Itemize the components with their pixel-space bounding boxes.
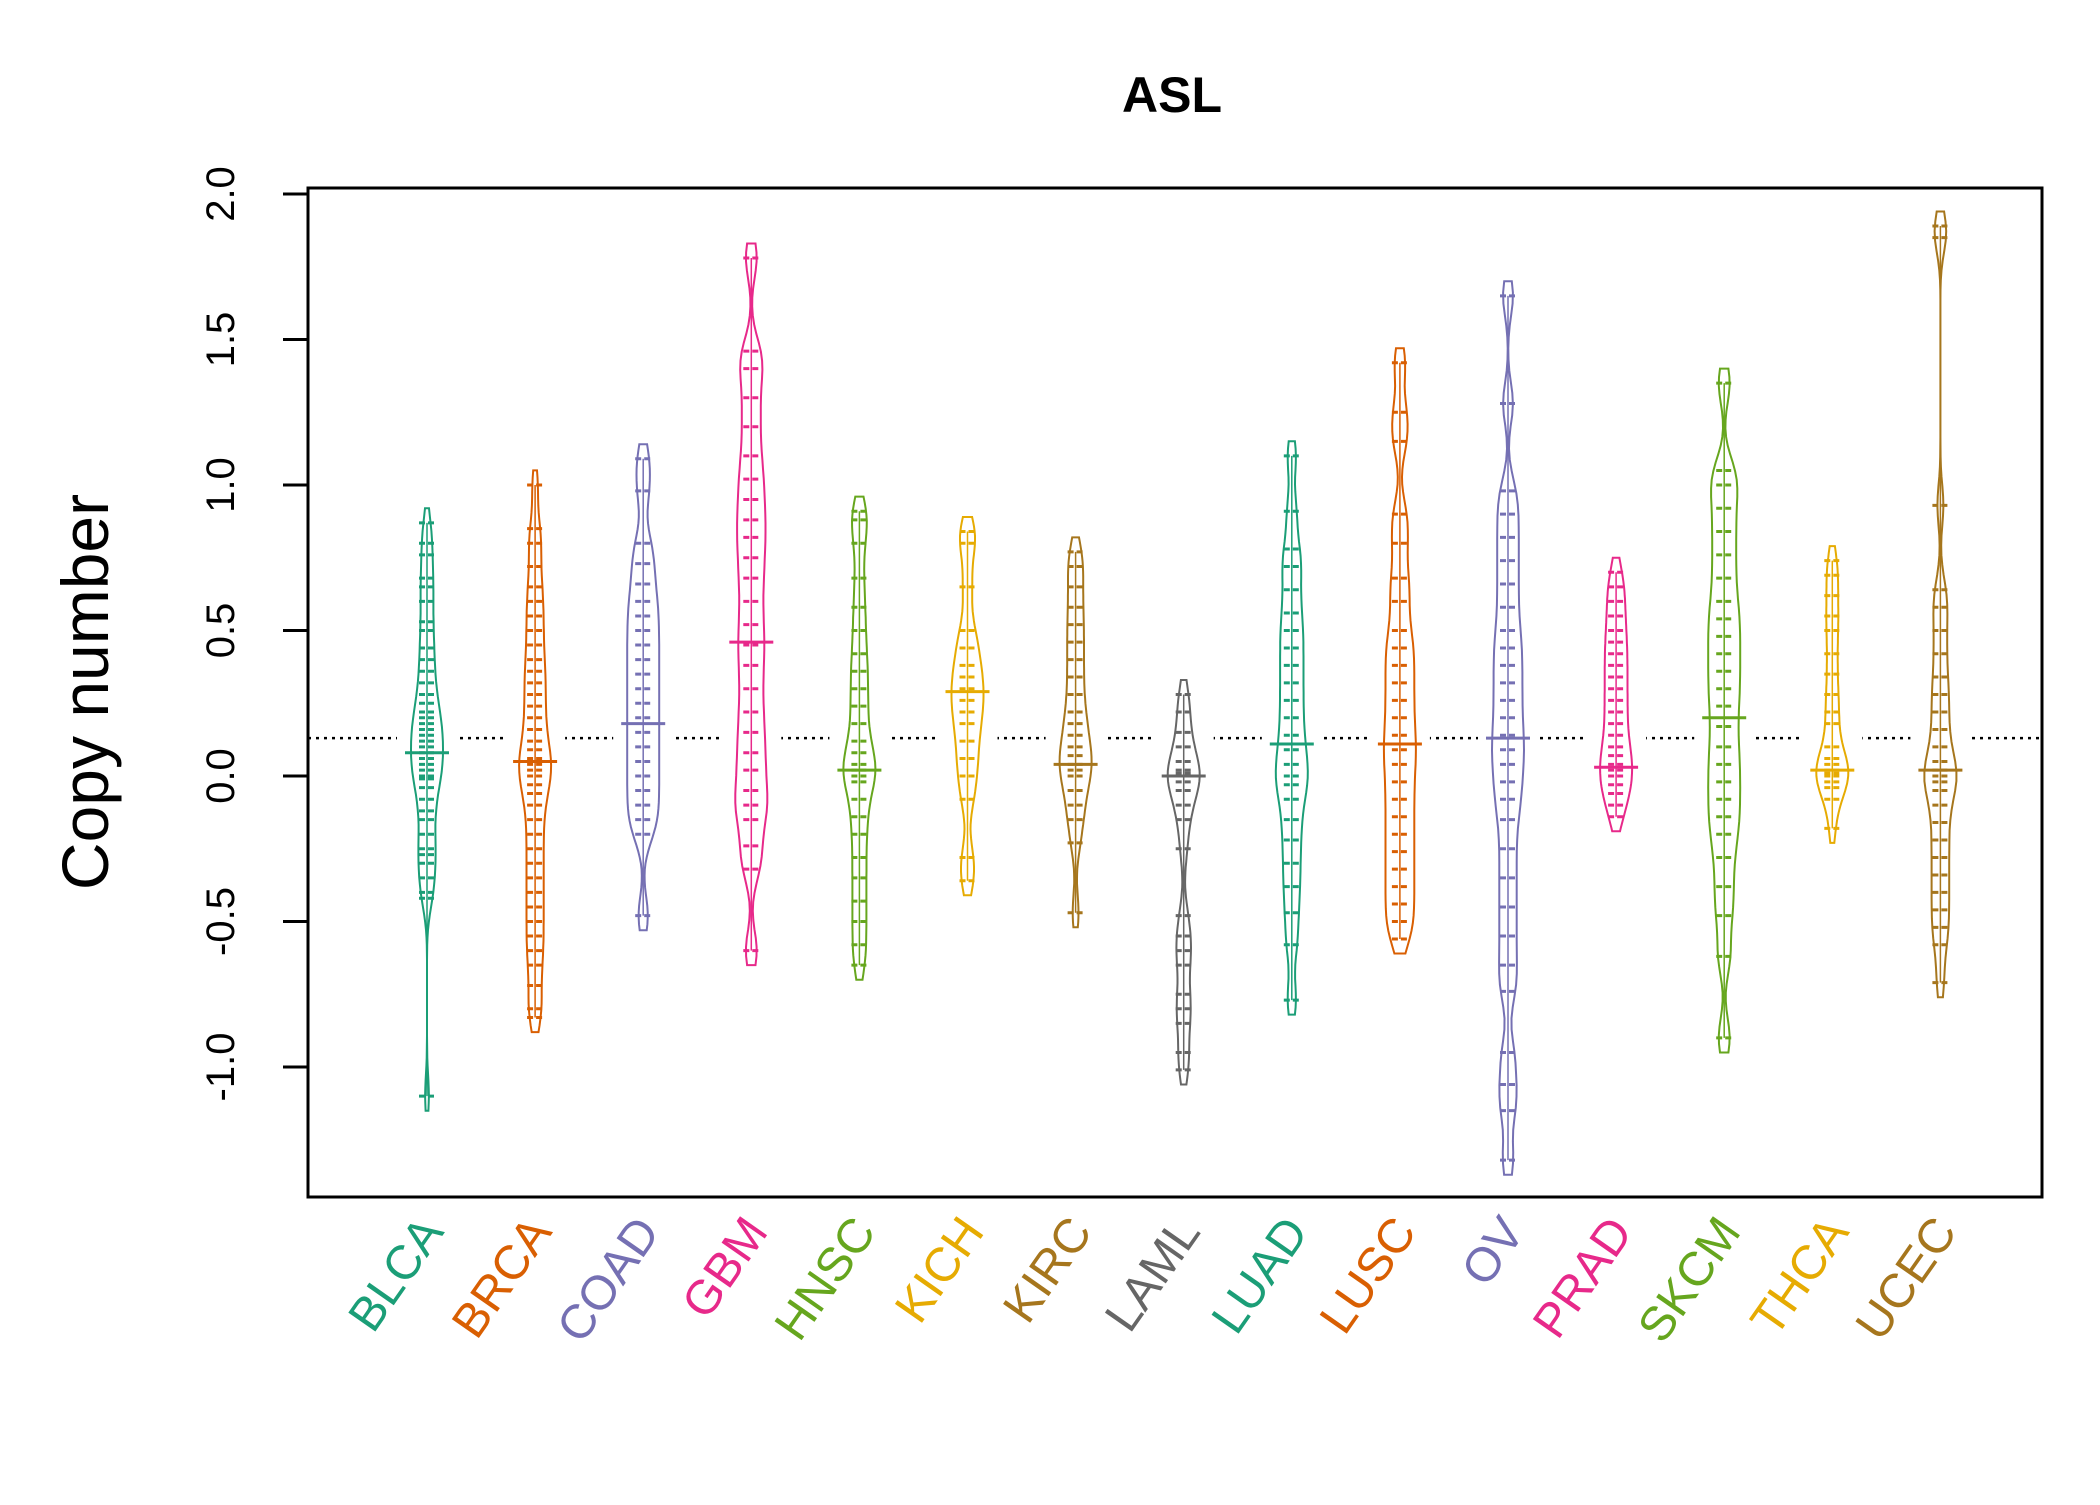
x-tick-label-kirc: KIRC xyxy=(993,1208,1102,1332)
x-tick-label-brca: BRCA xyxy=(442,1208,562,1348)
x-tick-label-skcm: SKCM xyxy=(1628,1208,1751,1352)
bean-prad xyxy=(1586,556,1647,833)
bean-ov xyxy=(1478,280,1538,1176)
y-tick-label: 1.5 xyxy=(199,312,243,368)
chart-title: ASL xyxy=(1122,67,1222,123)
y-tick-label: 0.0 xyxy=(199,748,243,804)
plot-frame xyxy=(306,186,2044,1199)
x-tick-label-prad: PRAD xyxy=(1523,1208,1643,1348)
x-tick-label-ucec: UCEC xyxy=(1846,1208,1967,1350)
x-tick-label-hnsc: HNSC xyxy=(765,1208,886,1350)
y-tick-label: 1.0 xyxy=(199,457,243,513)
bean-gbm xyxy=(721,242,782,967)
y-tick-label: 0.5 xyxy=(199,603,243,659)
bean-coad xyxy=(613,443,674,932)
bean-skcm xyxy=(1694,367,1755,1054)
x-tick-label-ov: OV xyxy=(1452,1208,1535,1295)
bean-hnsc xyxy=(829,495,890,981)
bean-thca xyxy=(1802,545,1863,844)
y-axis-label: Copy number xyxy=(48,494,122,890)
bean-blca xyxy=(397,507,457,1112)
y-tick-label: -1.0 xyxy=(199,1033,243,1102)
y-axis: -1.0 -0.5 0.0 0.5 1.0 1.5 2.0 xyxy=(199,166,310,1102)
x-tick-label-blca: BLCA xyxy=(339,1208,454,1341)
bean-brca xyxy=(505,469,566,1034)
bean-lusc xyxy=(1369,347,1430,955)
x-tick-label-laml: LAML xyxy=(1095,1208,1210,1341)
bean-kirc xyxy=(1045,536,1106,929)
beans-group xyxy=(397,210,1971,1176)
x-tick-label-luad: LUAD xyxy=(1202,1208,1319,1343)
bean-luad xyxy=(1261,440,1322,1016)
x-tick-label-thca: THCA xyxy=(1741,1208,1859,1345)
x-tick-label-kich: KICH xyxy=(885,1208,994,1332)
x-tick-label-lusc: LUSC xyxy=(1310,1208,1427,1343)
y-tick-label: -0.5 xyxy=(199,887,243,956)
bean-laml xyxy=(1153,679,1214,1086)
bean-ucec xyxy=(1910,210,1971,999)
x-tick-label-coad: COAD xyxy=(547,1208,670,1352)
bean-kich xyxy=(937,516,998,897)
y-tick-label: 2.0 xyxy=(199,166,243,222)
x-tick-label-gbm: GBM xyxy=(672,1208,778,1328)
